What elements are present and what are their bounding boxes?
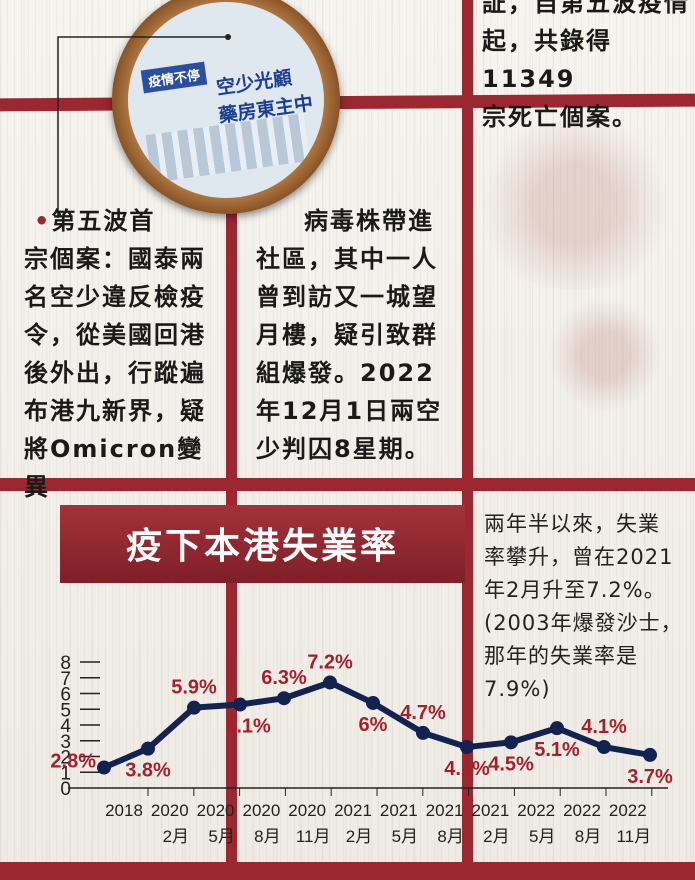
beam-vertical-left xyxy=(226,0,237,880)
x-tick-sublabel: 8月 xyxy=(437,827,463,846)
x-tick-label: 2022 xyxy=(563,801,601,820)
data-point xyxy=(233,697,247,712)
y-tick-label: 0 xyxy=(60,779,71,800)
x-tick-label: 2020 xyxy=(288,801,326,820)
x-tick-sublabel: 11月 xyxy=(296,827,331,846)
data-point xyxy=(460,740,474,755)
text-line: 名空少違反檢疫 xyxy=(24,283,206,311)
text-line: 率攀升，曾在2021 xyxy=(484,545,674,569)
data-point xyxy=(187,700,201,715)
x-tick-sublabel: 2月 xyxy=(483,827,509,846)
data-point xyxy=(416,725,430,740)
data-point xyxy=(277,691,291,706)
data-point xyxy=(323,675,337,690)
text-line: 曾到訪又一城望 xyxy=(256,283,438,311)
y-tick-label: 1 xyxy=(60,763,71,784)
chart-title-banner: 疫下本港失業率 xyxy=(60,505,465,583)
data-label: 5.1% xyxy=(534,739,580,761)
data-label: 6.3% xyxy=(261,667,307,689)
beam-bottom xyxy=(0,862,695,880)
data-label: 4.1% xyxy=(581,716,627,738)
left-column-text: •第五波首 宗個案：國泰兩 名空少違反檢疫 令，從美國回港 後外出，行蹤遍 布港… xyxy=(24,202,224,506)
data-point xyxy=(366,695,380,710)
x-tick-sublabel: 8月 xyxy=(575,827,601,846)
y-tick-label: 5 xyxy=(60,700,71,721)
x-tick-label: 2021 xyxy=(380,801,418,820)
x-tick-sublabel: 5月 xyxy=(392,827,418,846)
beam-vertical-right xyxy=(462,0,473,880)
text-line: 宗個案：國泰兩 xyxy=(24,245,206,273)
x-tick-sublabel: 2月 xyxy=(163,827,189,846)
data-label: 7.2% xyxy=(307,651,353,673)
data-label: 3.8% xyxy=(125,760,171,782)
bullet-icon: • xyxy=(34,207,52,235)
x-tick-label: 2020 xyxy=(197,801,235,820)
x-tick-label: 2021 xyxy=(471,801,509,820)
data-point xyxy=(97,760,111,775)
virus-splat xyxy=(545,300,665,410)
data-point xyxy=(597,740,611,755)
top-right-text: 証，自第五波疫情 起，共錄得11349 宗死亡個案。 xyxy=(482,0,692,136)
data-point xyxy=(141,741,155,756)
x-tick-label: 2020 xyxy=(242,801,280,820)
text-line: 社區，其中一人 xyxy=(256,245,438,273)
badge-image: 疫情不停 空少光顧 藥房東主中招 xyxy=(128,2,324,198)
y-tick-label: 8 xyxy=(60,653,71,674)
y-tick-label: 2 xyxy=(60,748,71,769)
text-line: 病毒株帶進 xyxy=(304,207,434,235)
y-tick-label: 4 xyxy=(60,716,71,737)
text-line: 令，從美國回港 xyxy=(24,321,206,349)
x-tick-label: 2022 xyxy=(517,801,555,820)
data-point xyxy=(643,747,657,762)
y-tick-label: 3 xyxy=(60,732,71,753)
text-line: 兩年半以來，失業 xyxy=(484,512,660,536)
data-point xyxy=(504,735,518,750)
x-tick-label: 2020 xyxy=(151,801,189,820)
beam-middle xyxy=(0,478,695,491)
data-label: 4.5% xyxy=(488,753,534,775)
x-tick-sublabel: 5月 xyxy=(529,827,555,846)
data-label: 5.9% xyxy=(171,677,217,699)
text-line: 後外出，行蹤遍 xyxy=(24,359,206,387)
chart-title: 疫下本港失業率 xyxy=(125,526,399,567)
x-tick-label: 2022 xyxy=(609,801,647,820)
text-line: 宗死亡個案。 xyxy=(482,103,638,131)
data-label: 2.8% xyxy=(50,751,96,773)
y-tick-label: 6 xyxy=(60,685,71,706)
chart-note-text: 兩年半以來，失業 率攀升，曾在2021 年2月升至7.2%。 (2003年爆發沙… xyxy=(484,508,694,706)
text-line: 那年的失業率是 xyxy=(484,644,638,668)
x-tick-label: 2021 xyxy=(334,801,372,820)
text-line: 將Omicron變異 xyxy=(24,435,204,501)
x-tick-sublabel: 5月 xyxy=(208,827,234,846)
data-label: 4.7% xyxy=(400,702,446,724)
text-line-content: 第五波首 xyxy=(51,207,156,235)
text-line: 年2月升至7.2%。 xyxy=(484,578,666,602)
x-tick-sublabel: 2月 xyxy=(346,827,372,846)
data-label: 4.1% xyxy=(444,758,490,780)
data-label: 6.1% xyxy=(225,716,271,738)
x-tick-label: 2018 xyxy=(105,801,143,820)
text-line: 年12月1日兩空 xyxy=(256,397,443,425)
text-line: 月樓，疑引致群 xyxy=(256,321,438,349)
data-label: 3.7% xyxy=(627,766,673,788)
text-line: 起，共錄得11349 xyxy=(482,27,612,93)
data-point xyxy=(550,721,564,736)
text-line: 布港九新界，疑 xyxy=(24,397,206,425)
data-label: 6% xyxy=(359,714,388,736)
x-tick-label: 2021 xyxy=(426,801,464,820)
text-line: 7.9%) xyxy=(484,677,551,701)
x-tick-sublabel: 8月 xyxy=(254,827,280,846)
text-line: 組爆發。2022 xyxy=(256,359,435,387)
virus-splat xyxy=(470,120,680,290)
text-line: (2003年爆發沙士， xyxy=(484,611,683,635)
text-line: 少判囚8星期。 xyxy=(256,435,431,463)
text-line: 証，自第五波疫情 xyxy=(482,0,690,17)
y-tick-label: 7 xyxy=(60,669,71,690)
x-tick-sublabel: 11月 xyxy=(616,827,651,846)
text-line: •第五波首 xyxy=(24,202,224,240)
middle-column-text: 病毒株帶進 社區，其中一人 曾到訪又一城望 月樓，疑引致群 組爆發。2022 年… xyxy=(256,202,456,468)
